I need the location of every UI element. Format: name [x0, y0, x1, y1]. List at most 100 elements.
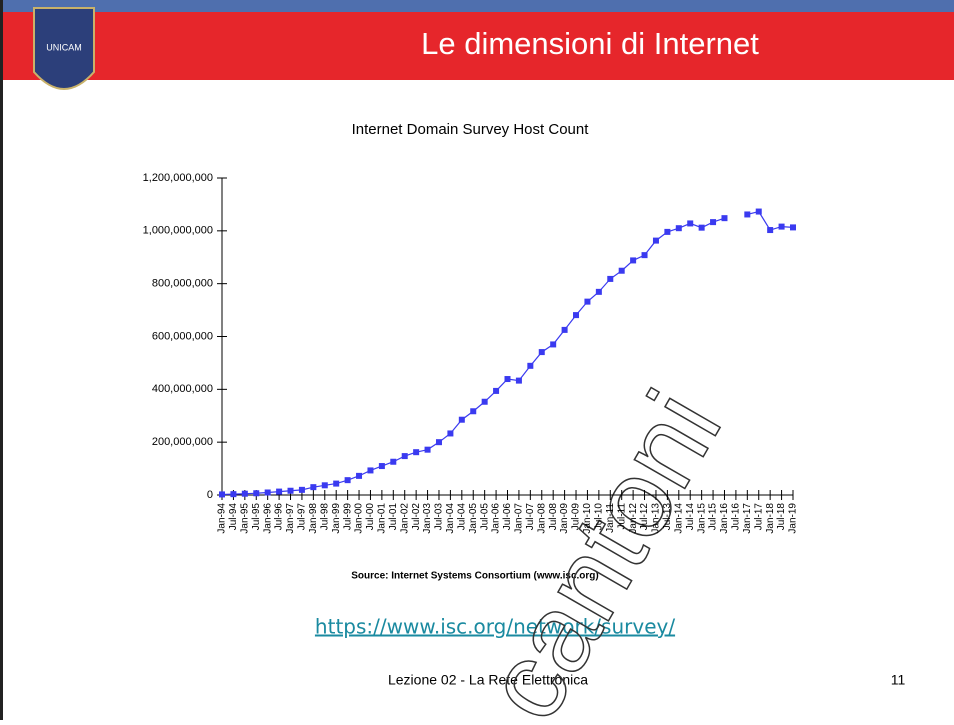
- top-bar: [0, 0, 954, 12]
- x-tick-label: Jul-13: [662, 503, 673, 531]
- x-tick-label: Jul-15: [708, 503, 719, 531]
- point: [310, 484, 317, 491]
- x-tick-label: Jan-14: [673, 503, 684, 534]
- point: [515, 377, 522, 384]
- logo: [33, 7, 95, 90]
- point: [618, 267, 625, 274]
- source: Source: Internet Systems Consortium (www…: [351, 571, 598, 582]
- point: [470, 408, 477, 415]
- x-tick-label: Jan-97: [285, 503, 296, 534]
- point: [641, 252, 648, 259]
- x-tick-label: Jul-03: [434, 503, 445, 531]
- point: [744, 211, 751, 218]
- point: [721, 215, 728, 222]
- x-tick-label: Jan-98: [308, 503, 319, 534]
- point: [538, 349, 545, 356]
- point: [584, 298, 591, 305]
- x-tick-label: Jan-95: [239, 503, 250, 534]
- point: [333, 480, 340, 487]
- point: [458, 416, 465, 423]
- x-tick-label: Jul-96: [274, 503, 285, 531]
- point: [504, 376, 511, 383]
- point: [344, 477, 351, 484]
- x-tick-label: Jul-08: [548, 503, 559, 531]
- x-tick-label: Jan-01: [377, 503, 388, 534]
- left-border: [0, 0, 3, 720]
- point: [401, 453, 408, 460]
- y-tick-label: 600,000,000: [152, 330, 213, 342]
- x-tick-label: Jan-94: [217, 503, 228, 534]
- page-number: 11: [891, 672, 906, 688]
- title-band: [0, 12, 954, 80]
- x-tick-label: Jan-99: [331, 503, 342, 534]
- point: [298, 486, 305, 493]
- y-tick-label: 0: [207, 489, 213, 501]
- x-tick-label: Jan-08: [536, 503, 547, 534]
- x-tick-label: Jul-99: [342, 503, 353, 531]
- y-tick-label: 800,000,000: [152, 278, 213, 290]
- link[interactable]: https://www.isc.org/network/survey/: [315, 615, 675, 639]
- x-tick-label: Jul-98: [319, 503, 330, 531]
- y-tick-label: 1,000,000,000: [143, 225, 213, 237]
- x-tick-label: Jul-04: [456, 503, 467, 531]
- point: [230, 491, 237, 498]
- x-tick-label: Jul-94: [228, 503, 239, 531]
- point: [778, 223, 785, 230]
- point: [367, 467, 374, 474]
- x-tick-label: Jul-17: [753, 503, 764, 531]
- x-tick-label: Jul-18: [776, 503, 787, 531]
- x-tick-label: Jul-01: [388, 503, 399, 531]
- x-tick-label: Jul-00: [365, 503, 376, 531]
- point: [630, 257, 637, 264]
- x-tick-label: Jul-09: [571, 503, 582, 531]
- point: [219, 491, 225, 498]
- slide-title: Le dimensioni di Internet: [421, 26, 759, 61]
- x-tick-label: Jul-12: [639, 503, 650, 531]
- x-tick-label: Jan-13: [651, 503, 662, 534]
- point: [698, 224, 705, 231]
- point: [447, 430, 454, 437]
- x-tick-label: Jan-15: [696, 503, 707, 534]
- x-tick-label: Jan-18: [765, 503, 776, 534]
- point: [356, 472, 363, 479]
- point: [687, 220, 694, 227]
- point: [573, 312, 580, 319]
- chart-title: Internet Domain Survey Host Count: [352, 121, 590, 138]
- point: [321, 482, 328, 489]
- point: [664, 228, 671, 235]
- point: [561, 326, 568, 333]
- point: [755, 208, 762, 215]
- point: [481, 398, 488, 405]
- footer: Lezione 02 - La Rete Elettronica: [388, 672, 588, 688]
- point: [607, 275, 614, 282]
- x-tick-label: Jan-05: [468, 503, 479, 534]
- point: [767, 227, 774, 234]
- x-tick-label: Jan-04: [445, 503, 456, 534]
- point: [378, 463, 385, 470]
- point: [550, 341, 557, 348]
- point: [241, 490, 248, 497]
- x-tick-label: Jul-05: [479, 503, 490, 531]
- x-tick-label: Jan-02: [399, 503, 410, 534]
- x-tick-label: Jul-14: [685, 503, 696, 531]
- x-tick-label: Jul-16: [731, 503, 742, 531]
- x-tick-label: Jul-06: [502, 503, 513, 531]
- point: [710, 219, 717, 226]
- point: [595, 288, 602, 295]
- y-tick-label: 200,000,000: [152, 436, 213, 448]
- x-tick-label: Jan-19: [788, 503, 799, 534]
- point: [276, 488, 283, 495]
- x-tick-label: Jan-00: [354, 503, 365, 534]
- point: [675, 225, 682, 232]
- point: [253, 490, 260, 497]
- x-tick-label: Jul-95: [251, 503, 262, 531]
- x-tick-label: Jan-09: [559, 503, 570, 534]
- point: [413, 449, 420, 456]
- x-tick-label: Jul-10: [594, 503, 605, 531]
- point: [652, 237, 659, 244]
- point: [390, 458, 397, 465]
- y-tick-label: 400,000,000: [152, 383, 213, 395]
- point: [287, 487, 294, 494]
